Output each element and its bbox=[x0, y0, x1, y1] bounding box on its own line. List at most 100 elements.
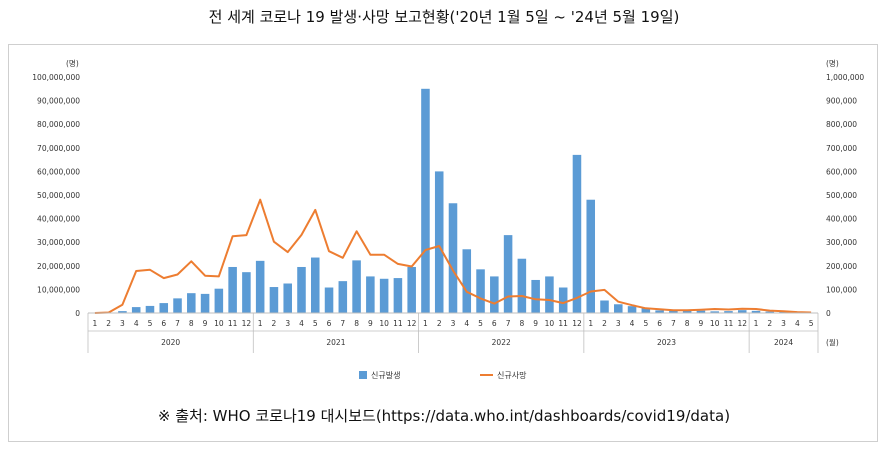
month-tick-label: 1 bbox=[588, 319, 593, 328]
left-tick-label: 10,000,000 bbox=[37, 285, 80, 294]
month-tick-label: 4 bbox=[299, 319, 304, 328]
left-tick-label: 40,000,000 bbox=[37, 215, 80, 224]
legend-swatch-new-cases bbox=[359, 371, 367, 379]
year-label: 2021 bbox=[326, 338, 345, 347]
month-tick-label: 5 bbox=[809, 319, 814, 328]
month-tick-label: 5 bbox=[478, 319, 483, 328]
month-tick-label: 2 bbox=[437, 319, 442, 328]
bar-new-cases bbox=[751, 310, 761, 313]
bar-new-cases bbox=[600, 300, 609, 313]
year-label: 2023 bbox=[657, 338, 676, 347]
month-tick-label: 5 bbox=[148, 319, 153, 328]
month-tick-label: 10 bbox=[710, 319, 720, 328]
left-tick-label: 70,000,000 bbox=[37, 144, 80, 153]
bar-new-cases bbox=[269, 287, 279, 313]
bar-new-cases bbox=[669, 310, 678, 313]
left-axis-unit: (명) bbox=[66, 58, 79, 68]
month-tick-label: 5 bbox=[313, 319, 318, 328]
bar-new-cases bbox=[310, 257, 320, 313]
month-tick-label: 6 bbox=[657, 319, 662, 328]
month-tick-label: 1 bbox=[754, 319, 759, 328]
bar-new-cases bbox=[379, 278, 389, 313]
month-tick-label: 12 bbox=[407, 319, 417, 328]
bar-new-cases bbox=[710, 311, 719, 313]
bar-new-cases bbox=[145, 305, 155, 313]
right-tick-label: 900,000 bbox=[826, 97, 857, 106]
bar-new-cases bbox=[200, 293, 210, 313]
right-tick-label: 700,000 bbox=[826, 144, 857, 153]
month-tick-label: 3 bbox=[451, 319, 456, 328]
left-tick-label: 0 bbox=[75, 309, 80, 318]
month-tick-label: 9 bbox=[699, 319, 704, 328]
bar-new-cases bbox=[476, 269, 485, 313]
bar-new-cases bbox=[737, 310, 747, 313]
bar-new-cases bbox=[490, 276, 499, 313]
bar-new-cases bbox=[255, 260, 265, 313]
bar-new-cases bbox=[283, 283, 292, 313]
month-tick-label: 3 bbox=[781, 319, 786, 328]
month-tick-label: 7 bbox=[671, 319, 676, 328]
month-tick-label: 7 bbox=[175, 319, 180, 328]
bar-new-cases bbox=[641, 308, 651, 313]
month-tick-label: 10 bbox=[214, 319, 224, 328]
bar-new-cases bbox=[765, 311, 775, 313]
source-note: ※ 출처: WHO 코로나19 대시보드(https://data.who.in… bbox=[157, 407, 731, 425]
bar-new-cases bbox=[393, 278, 403, 313]
right-tick-label: 800,000 bbox=[826, 120, 857, 129]
bar-new-cases bbox=[696, 310, 706, 313]
month-tick-label: 12 bbox=[242, 319, 252, 328]
right-tick-label: 600,000 bbox=[826, 167, 857, 176]
legend-label-new-cases: 신규발생 bbox=[371, 370, 400, 380]
bar-new-cases bbox=[407, 266, 416, 313]
left-tick-label: 50,000,000 bbox=[37, 191, 80, 200]
x-axis-unit: (월) bbox=[826, 337, 839, 347]
month-tick-label: 10 bbox=[545, 319, 555, 328]
month-tick-label: 6 bbox=[327, 319, 332, 328]
left-tick-label: 60,000,000 bbox=[37, 167, 80, 176]
left-tick-label: 80,000,000 bbox=[37, 120, 80, 129]
month-tick-label: 4 bbox=[134, 319, 139, 328]
bar-new-cases bbox=[779, 311, 788, 313]
right-tick-label: 0 bbox=[826, 309, 831, 318]
month-tick-label: 7 bbox=[506, 319, 511, 328]
month-tick-label: 3 bbox=[285, 319, 290, 328]
bar-new-cases bbox=[724, 311, 733, 313]
bar-new-cases bbox=[131, 307, 141, 313]
legend-label-new-deaths: 신규사망 bbox=[497, 370, 527, 380]
year-label: 2022 bbox=[492, 338, 511, 347]
month-tick-label: 11 bbox=[558, 319, 568, 328]
bar-new-cases bbox=[517, 258, 527, 313]
month-tick-label: 11 bbox=[724, 319, 734, 328]
month-tick-label: 8 bbox=[685, 319, 690, 328]
month-tick-label: 10 bbox=[379, 319, 389, 328]
month-tick-label: 12 bbox=[572, 319, 582, 328]
bar-new-cases bbox=[462, 249, 472, 313]
month-tick-label: 3 bbox=[120, 319, 125, 328]
left-tick-label: 20,000,000 bbox=[37, 262, 80, 271]
month-tick-label: 2 bbox=[272, 319, 277, 328]
bar-new-cases bbox=[173, 298, 182, 313]
month-tick-label: 9 bbox=[368, 319, 373, 328]
month-tick-label: 11 bbox=[228, 319, 238, 328]
bar-new-cases bbox=[214, 288, 224, 313]
bar-new-cases bbox=[338, 281, 348, 313]
month-tick-label: 12 bbox=[737, 319, 747, 328]
bar-new-cases bbox=[242, 272, 251, 313]
line-new-deaths bbox=[94, 198, 812, 314]
bar-new-cases bbox=[558, 287, 568, 313]
month-tick-label: 9 bbox=[203, 319, 208, 328]
bar-new-cases bbox=[159, 303, 169, 313]
month-tick-label: 9 bbox=[533, 319, 538, 328]
month-tick-label: 7 bbox=[340, 319, 345, 328]
bar-new-cases bbox=[187, 293, 196, 313]
month-tick-label: 11 bbox=[393, 319, 403, 328]
bar-new-cases bbox=[545, 276, 554, 313]
bar-new-cases bbox=[503, 235, 513, 313]
bar-new-cases bbox=[448, 203, 458, 313]
month-tick-label: 4 bbox=[464, 319, 469, 328]
bar-new-cases bbox=[118, 311, 127, 313]
month-tick-label: 1 bbox=[423, 319, 428, 328]
month-tick-label: 2 bbox=[106, 319, 111, 328]
bar-new-cases bbox=[352, 260, 361, 313]
